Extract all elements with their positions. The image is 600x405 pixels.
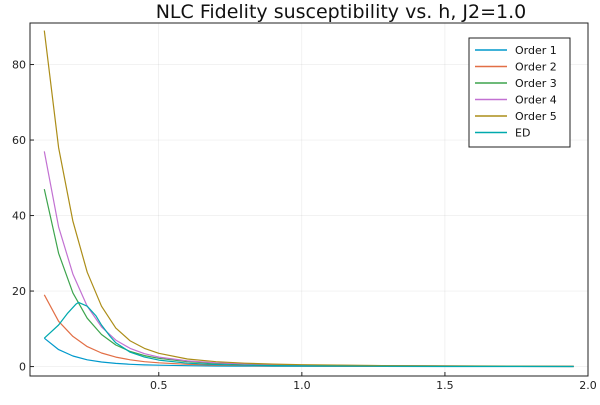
- x-tick-label: 2.0: [579, 379, 597, 392]
- series-lines: [43, 30, 574, 368]
- x-tick-label: 1.5: [436, 379, 454, 392]
- series-line-1: [43, 337, 574, 368]
- plot-frame: [29, 22, 589, 377]
- legend: Order 1 Order 2 Order 3 Order 4 Order 5 ED: [468, 37, 571, 148]
- legend-box: [468, 37, 571, 148]
- legend-label: Order 2: [515, 61, 557, 74]
- legend-label: Order 1: [515, 44, 557, 57]
- chart-title: NLC Fidelity susceptibility vs. h, J2=1.…: [156, 1, 527, 23]
- legend-label: Order 3: [515, 77, 557, 90]
- y-tick-label: 60: [12, 134, 26, 147]
- y-tick-label: 80: [12, 59, 26, 72]
- legend-label: ED: [515, 127, 530, 140]
- series-line-5: [43, 30, 574, 367]
- axis-ticks: 0.5 1.0 1.5 2.0 0 20 40 60 80: [12, 59, 597, 392]
- x-tick-label: 1.0: [293, 379, 311, 392]
- series-line-6: [43, 301, 574, 368]
- legend-label: Order 4: [515, 94, 557, 107]
- y-tick-label: 0: [19, 361, 26, 374]
- legend-label: Order 5: [515, 110, 557, 123]
- series-line-4: [43, 151, 574, 367]
- y-tick-label: 40: [12, 210, 26, 223]
- y-tick-label: 20: [12, 285, 26, 298]
- series-line-2: [43, 294, 574, 368]
- x-tick-label: 0.5: [150, 379, 168, 392]
